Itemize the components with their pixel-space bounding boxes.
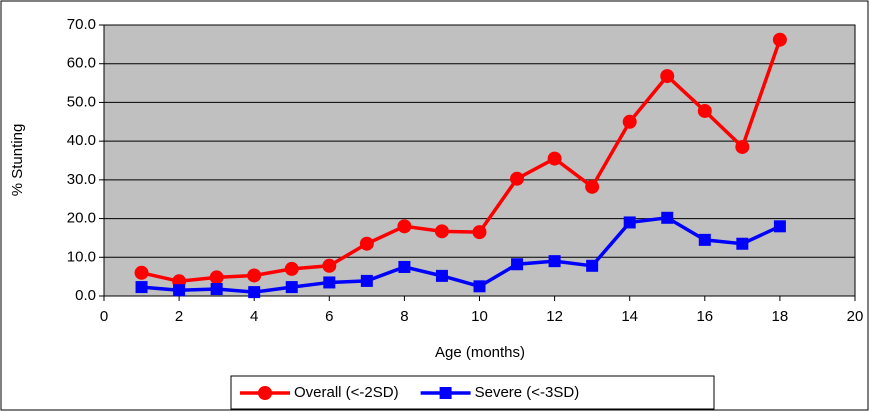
data-point (398, 260, 411, 273)
data-point (173, 284, 186, 297)
x-tick-label: 2 (175, 308, 183, 325)
legend-label: Severe (<-3SD) (475, 384, 580, 401)
data-point (548, 255, 561, 268)
data-point (622, 114, 637, 129)
y-tick-label: 60.0 (67, 55, 96, 72)
data-point (772, 32, 787, 47)
legend-label: Overall (<-2SD) (294, 384, 399, 401)
data-point (247, 268, 262, 283)
y-tick-label: 10.0 (67, 248, 96, 265)
data-point (360, 274, 373, 287)
legend-marker (258, 386, 272, 400)
data-point (511, 258, 524, 271)
x-tick-label: 8 (400, 308, 408, 325)
data-point (472, 225, 487, 240)
data-point (547, 151, 562, 166)
x-tick-label: 0 (100, 308, 108, 325)
y-tick-label: 0.0 (75, 287, 96, 304)
x-tick-label: 4 (250, 308, 258, 325)
x-tick-label: 16 (696, 308, 713, 325)
data-point (773, 220, 786, 233)
data-point (623, 216, 636, 229)
data-point (397, 219, 412, 234)
x-tick-label: 14 (621, 308, 638, 325)
data-point (135, 281, 148, 294)
data-point (248, 286, 261, 299)
y-tick-label: 20.0 (67, 210, 96, 227)
series-line (141, 215, 781, 294)
data-point (697, 103, 712, 118)
data-point (359, 236, 374, 251)
data-point (210, 283, 223, 296)
legend-marker (439, 387, 452, 399)
data-point (473, 280, 486, 293)
x-axis-title: Age (months) (435, 344, 525, 361)
y-tick-label: 30.0 (67, 171, 96, 188)
y-tick-label: 40.0 (67, 132, 96, 149)
data-point (434, 224, 449, 239)
data-point (134, 265, 149, 280)
data-point (661, 211, 674, 224)
x-tick-label: 6 (325, 308, 333, 325)
y-axis-title: % Stunting (9, 124, 26, 197)
data-point (735, 139, 750, 154)
data-point (585, 179, 600, 194)
data-point (510, 171, 525, 186)
data-point (322, 258, 337, 273)
x-tick-label: 18 (772, 308, 789, 325)
y-tick-label: 70.0 (67, 16, 96, 33)
x-tick-label: 20 (847, 308, 864, 325)
data-point (209, 270, 224, 285)
x-tick-label: 12 (546, 308, 563, 325)
x-tick-label: 10 (471, 308, 488, 325)
data-point (435, 269, 448, 282)
data-point (660, 69, 675, 84)
data-point (323, 276, 336, 289)
y-tick-label: 50.0 (67, 93, 96, 110)
data-point (736, 237, 749, 250)
data-point (285, 281, 298, 294)
data-point (284, 261, 299, 276)
data-point (698, 233, 711, 246)
data-point (586, 259, 599, 272)
plot-area (103, 24, 856, 297)
legend-box (230, 375, 715, 410)
